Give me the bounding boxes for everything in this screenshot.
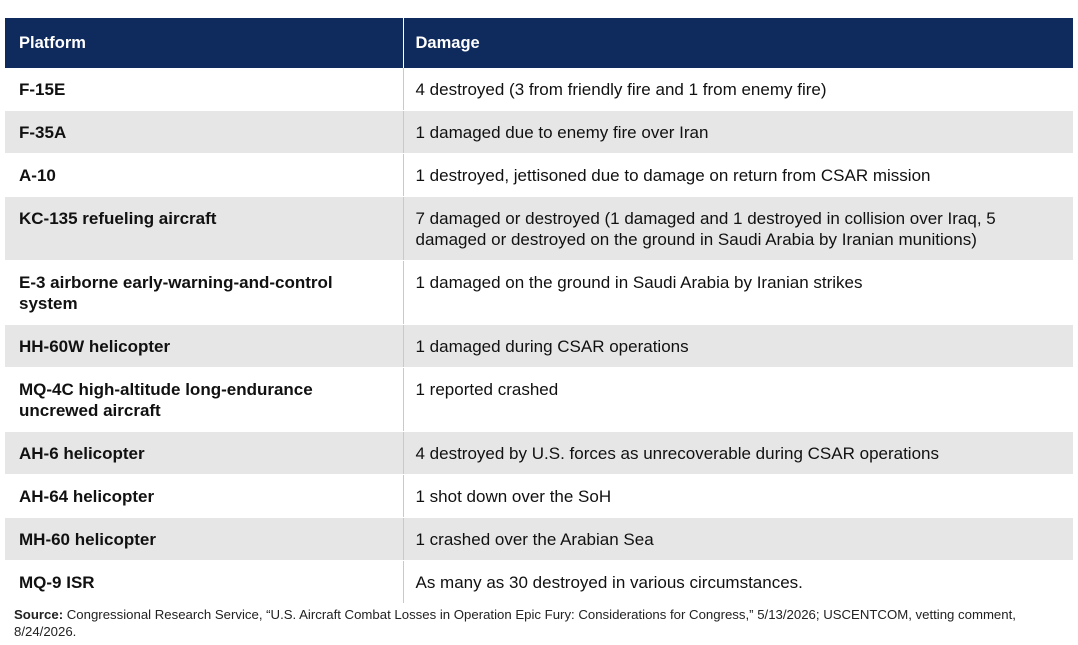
platform-cell: HH-60W helicopter: [5, 324, 403, 368]
platform-cell: AH-64 helicopter: [5, 474, 403, 518]
platform-cell: F-35A: [5, 110, 403, 154]
damage-cell: 4 destroyed by U.S. forces as unrecovera…: [402, 431, 1073, 475]
platform-cell: F-15E: [5, 68, 403, 111]
source-note: Source: Congressional Research Service, …: [14, 606, 1054, 640]
source-label: Source:: [14, 607, 64, 622]
table-row: F-35A 1 damaged due to enemy fire over I…: [5, 110, 1073, 154]
platform-cell: AH-6 helicopter: [5, 431, 403, 475]
source-text: Congressional Research Service, “U.S. Ai…: [14, 607, 1016, 639]
column-header-platform: Platform: [5, 18, 403, 68]
damage-cell: 1 damaged during CSAR operations: [402, 324, 1073, 368]
damage-cell: As many as 30 destroyed in various circu…: [402, 560, 1073, 604]
table-row: HH-60W helicopter 1 damaged during CSAR …: [5, 324, 1073, 368]
table-row: KC-135 refueling aircraft 7 damaged or d…: [5, 196, 1073, 261]
platform-cell: KC-135 refueling aircraft: [5, 196, 403, 261]
aircraft-losses-table-container: Platform Damage F-15E 4 destroyed (3 fro…: [5, 18, 1073, 604]
table-header-row: Platform Damage: [5, 18, 1073, 68]
damage-cell: 1 destroyed, jettisoned due to damage on…: [402, 153, 1073, 197]
table-row: AH-64 helicopter 1 shot down over the So…: [5, 474, 1073, 518]
platform-cell: MQ-4C high-altitude long-endurance uncre…: [5, 367, 403, 432]
damage-cell: 1 reported crashed: [402, 367, 1073, 432]
damage-cell: 1 damaged on the ground in Saudi Arabia …: [402, 260, 1073, 325]
platform-cell: MQ-9 ISR: [5, 560, 403, 604]
table-row: A-10 1 destroyed, jettisoned due to dama…: [5, 153, 1073, 197]
table-row: F-15E 4 destroyed (3 from friendly fire …: [5, 68, 1073, 111]
damage-cell: 1 shot down over the SoH: [402, 474, 1073, 518]
table-row: MQ-9 ISR As many as 30 destroyed in vari…: [5, 560, 1073, 604]
table-body: F-15E 4 destroyed (3 from friendly fire …: [5, 68, 1073, 604]
aircraft-losses-table: Platform Damage F-15E 4 destroyed (3 fro…: [5, 18, 1073, 604]
table-row: MQ-4C high-altitude long-endurance uncre…: [5, 367, 1073, 432]
damage-cell: 1 damaged due to enemy fire over Iran: [402, 110, 1073, 154]
table-row: MH-60 helicopter 1 crashed over the Arab…: [5, 517, 1073, 561]
platform-cell: MH-60 helicopter: [5, 517, 403, 561]
platform-cell: A-10: [5, 153, 403, 197]
damage-cell: 7 damaged or destroyed (1 damaged and 1 …: [402, 196, 1073, 261]
damage-cell: 4 destroyed (3 from friendly fire and 1 …: [402, 68, 1073, 111]
table-row: AH-6 helicopter 4 destroyed by U.S. forc…: [5, 431, 1073, 475]
table-row: E-3 airborne early-warning-and-control s…: [5, 260, 1073, 325]
column-header-damage: Damage: [402, 18, 1073, 68]
damage-cell: 1 crashed over the Arabian Sea: [402, 517, 1073, 561]
table-header: Platform Damage: [5, 18, 1073, 68]
platform-cell: E-3 airborne early-warning-and-control s…: [5, 260, 403, 325]
